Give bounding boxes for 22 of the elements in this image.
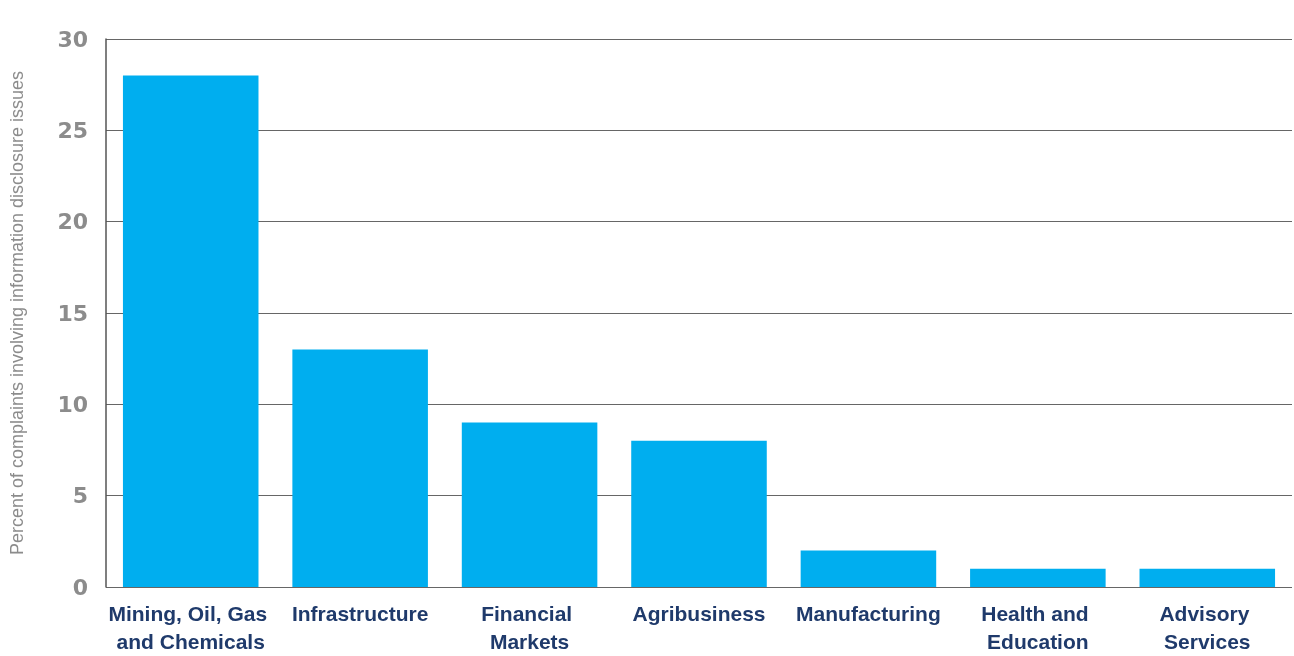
x-tick-label: Manufacturing <box>796 601 941 625</box>
x-tick-label: Health and Education <box>981 601 1095 653</box>
bar <box>631 440 767 587</box>
bar <box>800 550 937 587</box>
y-tick-label: 10 <box>57 391 88 417</box>
x-tick-label: Financial Markets <box>481 601 578 653</box>
y-axis-title: Percent of complaints involving information disclosure issues <box>7 70 27 556</box>
bar <box>461 422 598 587</box>
y-tick-label: 15 <box>57 300 88 326</box>
y-tick-label: 30 <box>57 26 88 52</box>
x-tick-label: Agribusiness <box>632 601 766 625</box>
bar <box>1139 568 1276 587</box>
bar <box>292 349 428 587</box>
x-tick-label: Infrastructure <box>291 601 429 625</box>
y-tick-label: 5 <box>72 483 88 509</box>
x-tick-label: Mining, Oil, Gas and Chemicals <box>108 601 273 653</box>
x-tick-label: Advisory Services <box>1159 601 1256 653</box>
y-tick-label: 0 <box>72 574 88 600</box>
bar <box>970 568 1106 587</box>
y-tick-label: 20 <box>57 209 88 235</box>
y-tick-label: 25 <box>57 117 88 143</box>
bar <box>122 75 259 587</box>
